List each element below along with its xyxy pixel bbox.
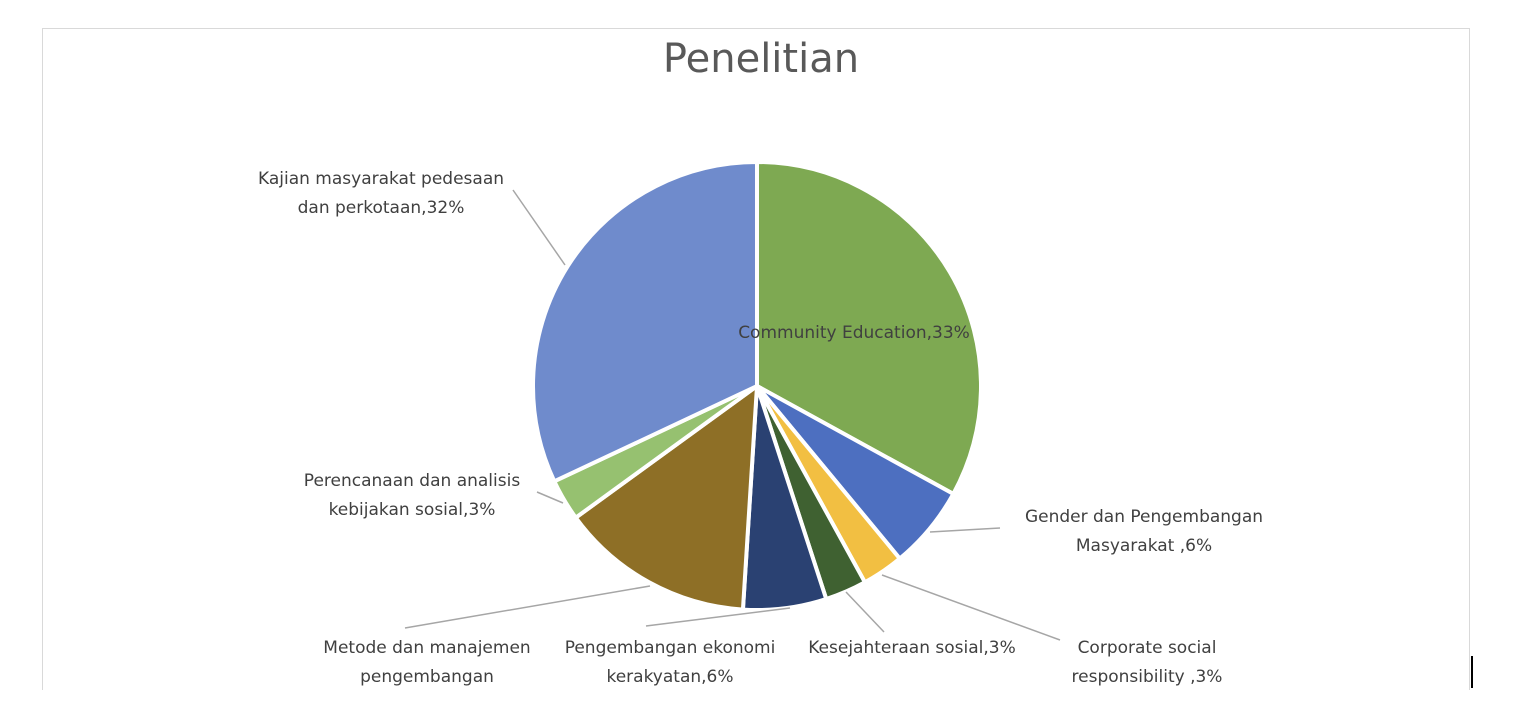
text-cursor <box>1471 656 1473 688</box>
data-label-line: Masyarakat ,6% <box>1076 536 1212 556</box>
pie-slice-1 <box>755 160 983 496</box>
data-label-line: Gender dan Pengembangan <box>1025 507 1263 527</box>
data-label-3: Corporate social responsibility ,3% <box>1072 638 1223 687</box>
data-label-line: Pengembangan ekonomi <box>565 638 776 658</box>
leader-line-8 <box>512 189 566 266</box>
data-label-2: Gender dan Pengembangan Masyarakat ,6% <box>1025 507 1263 556</box>
leader-line-6 <box>404 585 651 629</box>
leader-line-3 <box>881 574 1061 641</box>
data-label-line: Kesejahteraan sosial,3% <box>808 638 1015 658</box>
data-label-line: kerakyatan,6% <box>606 667 733 687</box>
data-label-line: responsibility ,3% <box>1072 667 1223 687</box>
data-label-line: Corporate social <box>1078 638 1217 658</box>
leader-line-7 <box>536 491 564 504</box>
data-label-line: pengembangan <box>360 667 494 687</box>
data-label-line: Community Education,33% <box>738 323 970 343</box>
data-label-line: Perencanaan dan analisis <box>304 471 521 491</box>
data-label-8: Kajian masyarakat pedesaan dan perkotaan,… <box>258 169 504 218</box>
leader-line-4 <box>845 591 885 633</box>
chart-title: Penelitian <box>662 36 860 82</box>
leader-line-5 <box>645 607 791 627</box>
data-label-line: kebijakan sosial,3% <box>329 500 496 520</box>
pie-slice-6 <box>573 384 759 612</box>
data-label-6: Metode dan manajemen pengembangan <box>323 638 530 687</box>
data-label-line: Kajian masyarakat pedesaan <box>258 169 504 189</box>
data-label-line: dan perkotaan,32% <box>298 198 465 218</box>
data-label-line: Metode dan manajemen <box>323 638 530 658</box>
data-label-4: Kesejahteraan sosial,3% <box>808 638 1015 658</box>
data-label-5: Pengembangan ekonomi kerakyatan,6% <box>565 638 776 687</box>
data-label-1: Community Education,33% <box>738 323 970 343</box>
leader-line-2 <box>929 527 1001 533</box>
data-label-7: Perencanaan dan analisis kebijakan sosial… <box>304 471 521 520</box>
pie-slice-8 <box>531 160 759 484</box>
